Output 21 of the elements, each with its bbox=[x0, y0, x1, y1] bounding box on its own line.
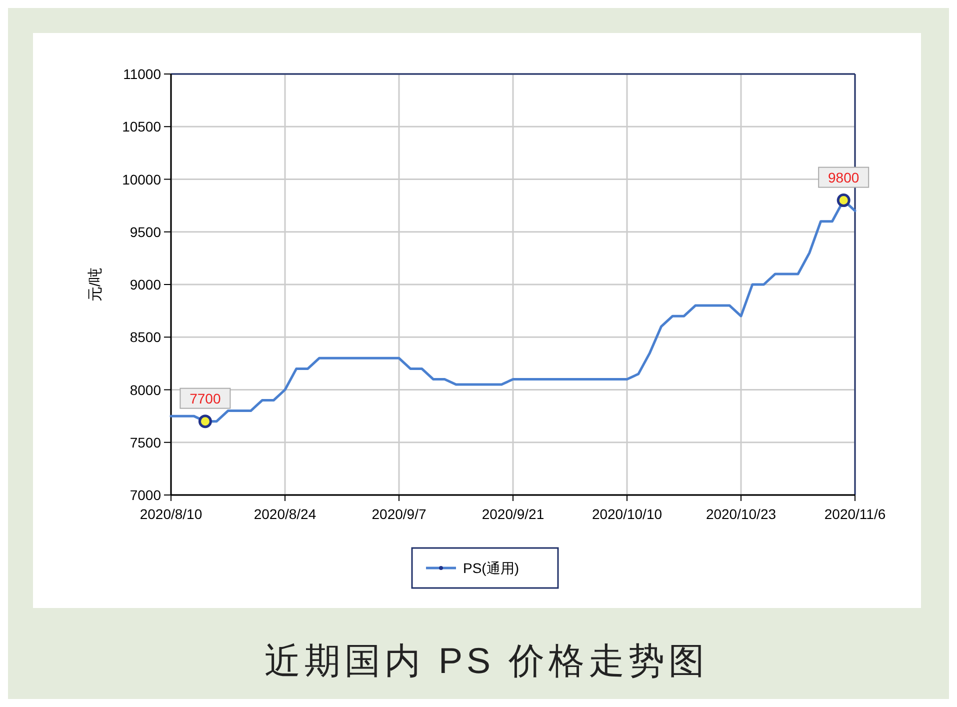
x-tick-label: 2020/9/7 bbox=[372, 506, 426, 522]
y-tick-label: 10500 bbox=[122, 118, 162, 135]
y-tick-label: 9500 bbox=[130, 224, 162, 240]
y-tick-label: 7500 bbox=[130, 434, 162, 450]
text: 近期国内 PS 价格走势图 bbox=[264, 640, 709, 681]
y-tick-label: 7000 bbox=[130, 487, 162, 503]
x-tick-label: 2020/10/23 bbox=[706, 506, 776, 522]
y-tick-label: 8000 bbox=[130, 382, 162, 398]
y-axis-title: 元/吨 bbox=[87, 267, 104, 302]
y-tick-label: 9000 bbox=[130, 276, 162, 292]
y-tick-label: 10000 bbox=[122, 171, 162, 188]
y-tick-label: 8500 bbox=[130, 329, 162, 346]
data-label: 9800 bbox=[828, 169, 860, 186]
y-tick-label: 11000 bbox=[123, 66, 162, 82]
x-tick-label: 2020/11/6 bbox=[824, 506, 886, 522]
data-label: 7700 bbox=[190, 390, 221, 406]
legend-label: PS(通用) bbox=[463, 560, 519, 576]
x-tick-label: 2020/8/24 bbox=[254, 506, 316, 522]
x-tick-label: 2020/8/10 bbox=[140, 506, 202, 522]
x-tick-label: 2020/10/10 bbox=[592, 506, 662, 522]
x-tick-label: 2020/9/21 bbox=[482, 506, 544, 522]
